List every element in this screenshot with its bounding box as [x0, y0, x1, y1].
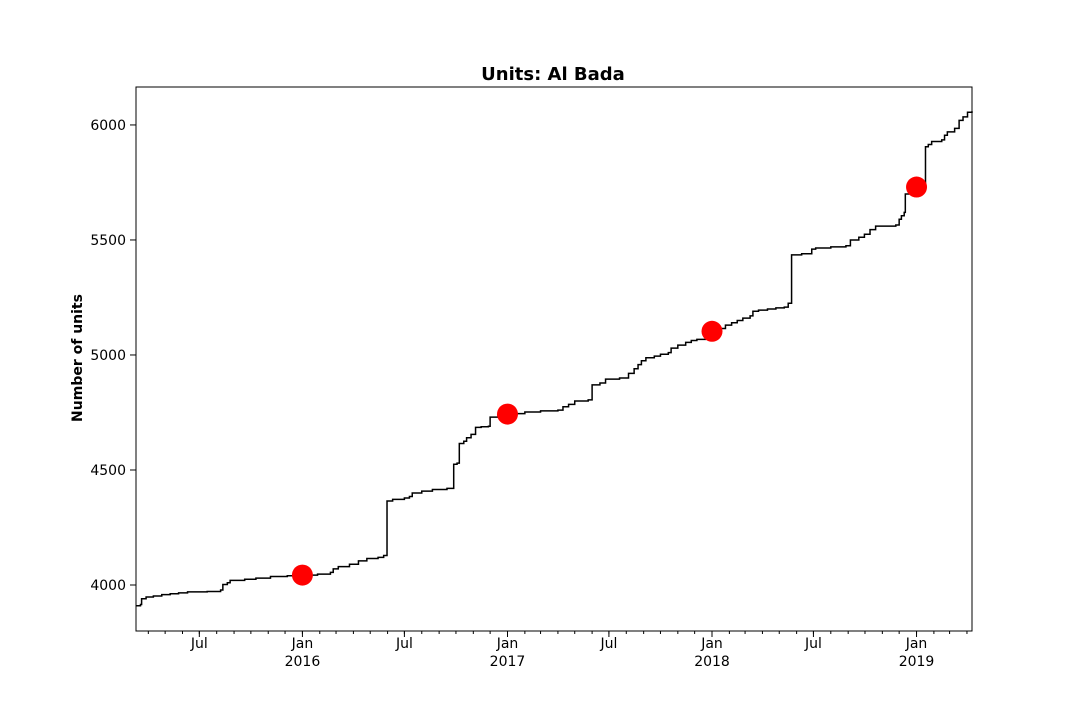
x-tick-label: Jan: [496, 636, 519, 652]
x-tick-label: Jul: [804, 636, 822, 652]
x-tick-year-label: 2018: [694, 654, 730, 670]
x-tick-label: Jul: [599, 636, 617, 652]
x-tick-label: Jan: [291, 636, 314, 652]
plot-frame: [135, 86, 973, 632]
yearly-marker: [496, 403, 518, 425]
x-tick-year-label: 2016: [285, 654, 321, 670]
x-tick-year-label: 2017: [490, 654, 526, 670]
yearly-marker: [291, 564, 313, 586]
y-tick-label: 4000: [90, 578, 126, 594]
yearly-marker: [701, 320, 723, 342]
x-tick-label: Jul: [395, 636, 413, 652]
y-tick-label: 4500: [90, 463, 126, 479]
units-line: [136, 111, 973, 607]
chart-title: Units: Al Bada: [481, 64, 625, 85]
y-axis-label: Number of units: [70, 294, 86, 422]
series-markers: [291, 176, 928, 586]
yearly-marker: [906, 176, 928, 198]
y-tick-label: 6000: [90, 118, 126, 134]
y-tick-label: 5500: [90, 233, 126, 249]
x-tick-label: Jan: [905, 636, 928, 652]
axis-ticks: 4000 4500 5000 5500 6000 Jul Jan 2016 Jul Jan 2017…: [90, 118, 968, 670]
x-tick-label: Jan: [700, 636, 723, 652]
x-tick-year-label: 2019: [899, 654, 935, 670]
series-line: [136, 111, 973, 607]
y-tick-label: 5000: [90, 348, 126, 364]
x-tick-label: Jul: [190, 636, 208, 652]
